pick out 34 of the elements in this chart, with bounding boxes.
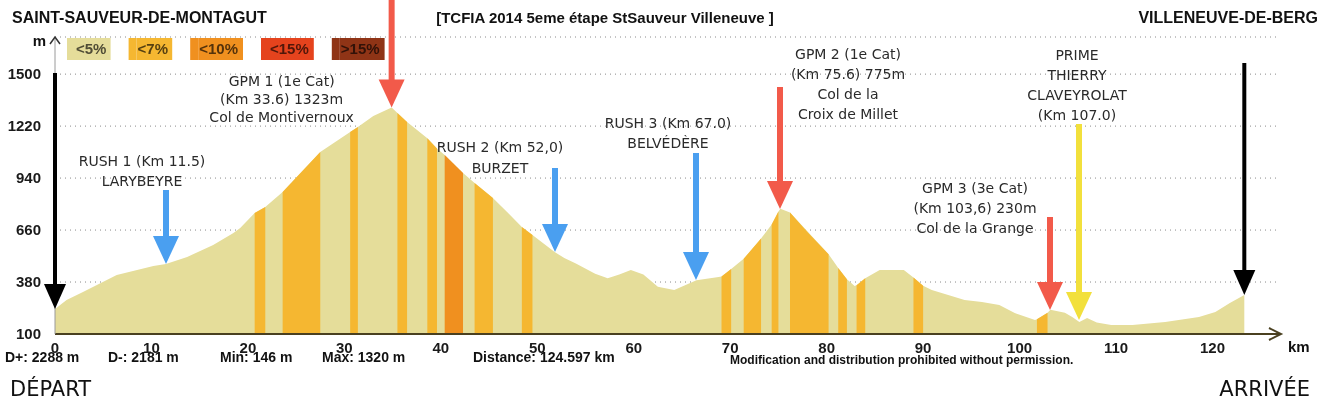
y-axis-title: m [32, 32, 46, 49]
x-tick-label: 80 [818, 338, 835, 356]
annotation: GPM 2 (1e Cat) (Km 75.6) 775m Col de la Croix de Millet [790, 46, 906, 122]
x-tick-label: 70 [721, 338, 739, 356]
y-tick-label: 940 [15, 169, 41, 187]
x-axis-title: km [1288, 338, 1310, 355]
text: Modification and distribution prohibited without permission. [730, 353, 1074, 367]
legend-label: <15% [270, 40, 309, 57]
legend-label: <7% [137, 40, 169, 57]
text: SAINT-SAUVEUR-DE-MONTAGUT [12, 9, 268, 26]
x-tick-label: 120 [1199, 338, 1225, 356]
y-tick-label: 380 [15, 273, 41, 291]
legend-label: >15% [340, 40, 380, 57]
annotation: RUSH 3 (Km 67.0) BELVÉDÈRE [604, 115, 732, 151]
annotation: GPM 1 (1e Cat) (Km 33.6) 1323m Col de Montivernoux [209, 73, 354, 125]
legend-label: <5% [76, 40, 107, 57]
y-tick-label: 100 [15, 325, 41, 343]
x-tick-label: 110 [1103, 338, 1129, 356]
x-tick-label: 100 [1007, 338, 1033, 356]
y-tick-label: 1220 [7, 117, 41, 135]
x-tick-label: 90 [914, 338, 932, 356]
text: ARRIVÉE [1219, 376, 1310, 401]
x-tick-label: 40 [432, 338, 450, 356]
y-tick-label: 660 [15, 221, 41, 239]
annotation: RUSH 2 (Km 52,0) BURZET [436, 139, 564, 176]
legend-label: <10% [199, 40, 238, 57]
chart-title: [TCFIA 2014 5eme étape StSauveur Villeneuve ] [436, 9, 774, 26]
text: DÉPART [10, 376, 92, 401]
x-tick-label: 60 [625, 338, 643, 356]
y-tick-label: 1500 [7, 65, 41, 83]
annotation: RUSH 1 (Km 11.5) LARYBEYRE [78, 153, 206, 189]
annotation: PRIME THIERRY CLAVEYROLAT (Km 107.0) [1027, 47, 1128, 123]
annotation: GPM 3 (3e Cat) (Km 103,6) 230m Col de la Grange [913, 180, 1037, 236]
text: VILLENEUVE-DE-BERG [1138, 9, 1318, 26]
